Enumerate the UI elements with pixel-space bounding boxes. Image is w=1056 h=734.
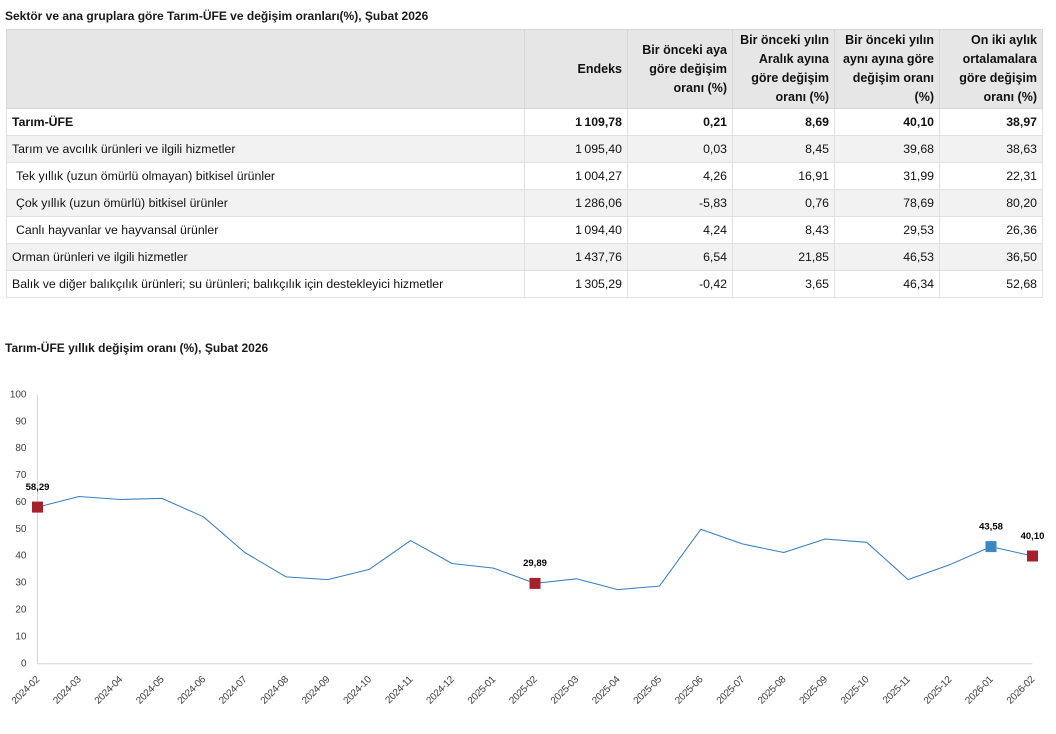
svg-text:2025-12: 2025-12	[922, 674, 955, 707]
svg-text:100: 100	[10, 389, 27, 400]
svg-text:2024-05: 2024-05	[134, 674, 167, 707]
svg-text:29,89: 29,89	[523, 558, 547, 569]
svg-text:2025-08: 2025-08	[756, 674, 789, 707]
svg-text:2025-02: 2025-02	[507, 674, 540, 707]
svg-text:30: 30	[15, 578, 27, 589]
svg-text:90: 90	[15, 416, 27, 427]
svg-text:2024-04: 2024-04	[93, 674, 126, 707]
svg-text:2024-07: 2024-07	[217, 674, 250, 707]
svg-text:2025-11: 2025-11	[881, 674, 913, 706]
svg-text:60: 60	[15, 497, 27, 508]
svg-text:40,10: 40,10	[1021, 531, 1045, 542]
svg-text:58,29: 58,29	[26, 482, 50, 493]
svg-text:2025-07: 2025-07	[715, 674, 748, 707]
svg-text:40: 40	[15, 551, 27, 562]
svg-text:2024-08: 2024-08	[259, 674, 292, 707]
svg-text:50: 50	[15, 524, 27, 535]
svg-text:2024-10: 2024-10	[342, 674, 375, 707]
svg-text:20: 20	[15, 605, 27, 616]
svg-text:2024-03: 2024-03	[51, 674, 84, 707]
svg-text:2024-11: 2024-11	[384, 674, 416, 706]
svg-text:2026-02: 2026-02	[1005, 674, 1038, 707]
svg-text:2024-02: 2024-02	[10, 674, 43, 707]
svg-text:2025-01: 2025-01	[466, 674, 499, 707]
svg-text:10: 10	[15, 631, 27, 642]
svg-text:2025-09: 2025-09	[798, 674, 831, 707]
svg-text:2025-03: 2025-03	[549, 674, 582, 707]
svg-text:43,58: 43,58	[979, 521, 1003, 532]
svg-text:2025-06: 2025-06	[673, 674, 706, 707]
svg-text:2026-01: 2026-01	[963, 674, 996, 707]
svg-text:2024-09: 2024-09	[300, 674, 333, 707]
svg-text:2024-12: 2024-12	[424, 674, 457, 707]
svg-text:70: 70	[15, 470, 27, 481]
svg-text:0: 0	[21, 658, 27, 669]
svg-text:2025-04: 2025-04	[590, 674, 623, 707]
svg-text:2024-06: 2024-06	[176, 674, 209, 707]
svg-text:2025-10: 2025-10	[839, 674, 872, 707]
svg-text:2025-05: 2025-05	[632, 674, 665, 707]
svg-text:80: 80	[15, 443, 27, 454]
